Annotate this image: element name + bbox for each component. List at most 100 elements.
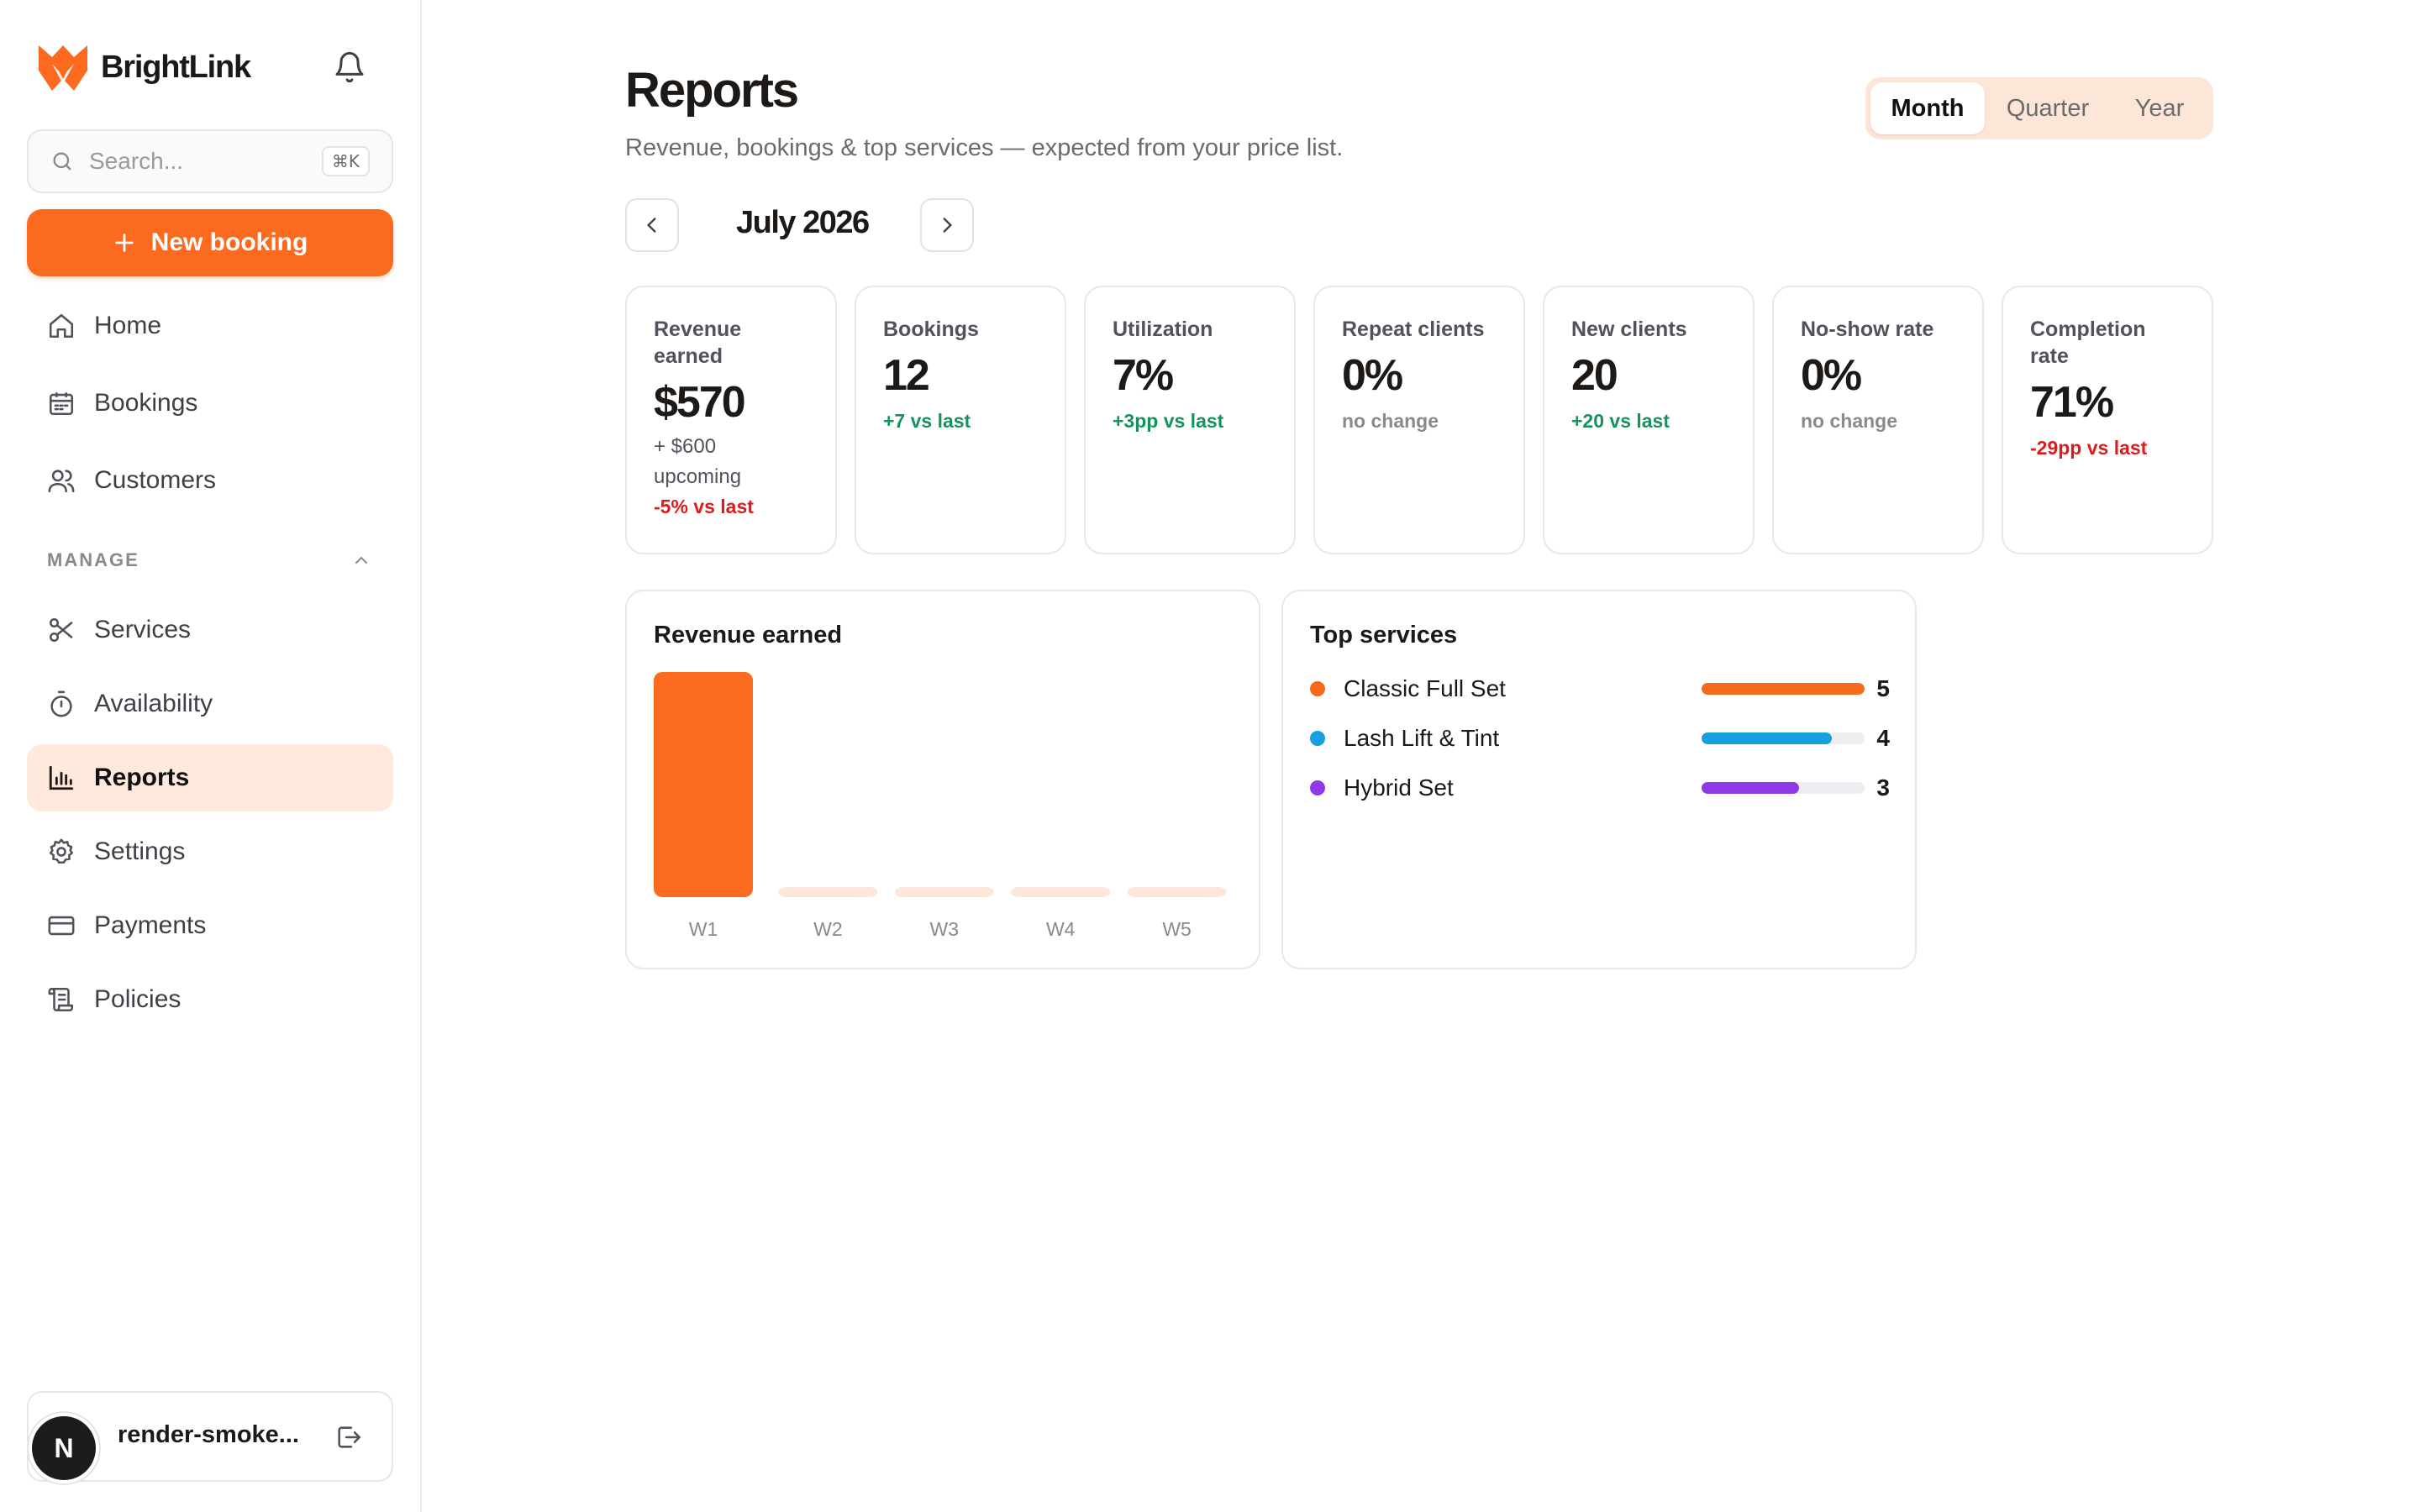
service-name: Classic Full Set bbox=[1344, 675, 1506, 701]
bell-icon bbox=[335, 51, 364, 83]
sidebar-item-label: Services bbox=[94, 616, 192, 643]
sidebar-item-label: Reports bbox=[94, 764, 190, 791]
service-row: Classic Full Set 5 bbox=[1310, 672, 1890, 706]
sidebar-item-settings[interactable]: Settings bbox=[27, 818, 393, 885]
next-month-button[interactable] bbox=[920, 198, 974, 252]
scroll-icon bbox=[48, 987, 74, 1012]
period-month[interactable]: Month bbox=[1870, 82, 1985, 134]
service-color-dot bbox=[1310, 681, 1325, 696]
top-services-panel: Top services Classic Full Set 5 Lash Lif… bbox=[1281, 590, 1917, 969]
revenue-bar-chart: W1 W2 W3 W4 W5 bbox=[654, 672, 1227, 940]
current-month: July 2026 bbox=[736, 205, 870, 240]
period-quarter[interactable]: Quarter bbox=[2006, 94, 2090, 122]
chevron-right-icon bbox=[943, 218, 953, 233]
sidebar-item-payments[interactable]: Payments bbox=[27, 892, 393, 959]
brand-name: BrightLink bbox=[101, 49, 251, 85]
search-shortcut: ⌘K bbox=[321, 146, 370, 176]
kpi-new-clients: New clients 20 +20 vs last bbox=[1543, 286, 1754, 554]
avatar: N bbox=[32, 1416, 96, 1480]
kpi-label: No-show rate bbox=[1801, 318, 1934, 341]
sidebar-item-availability[interactable]: Availability bbox=[27, 670, 393, 738]
kpi-delta: +7 vs last bbox=[883, 410, 971, 432]
kpi-value: 0% bbox=[1342, 351, 1403, 400]
revenue-bar-w5 bbox=[1127, 887, 1227, 897]
sidebar-item-bookings[interactable]: Bookings bbox=[27, 370, 393, 437]
kpi-completion-rate: Completion rate 71% -29pp vs last bbox=[2002, 286, 2213, 554]
chevron-up-icon bbox=[355, 556, 367, 564]
sidebar-item-label: Customers bbox=[94, 466, 217, 494]
new-booking-button[interactable]: New booking bbox=[27, 209, 393, 276]
service-bar-track bbox=[1702, 732, 1865, 744]
kpi-repeat-clients: Repeat clients 0% no change bbox=[1313, 286, 1525, 554]
user-card[interactable]: N render-smoke... bbox=[27, 1391, 393, 1482]
kpi-value: 7% bbox=[1113, 351, 1174, 400]
search-icon bbox=[53, 152, 71, 171]
x-tick-label: W5 bbox=[1162, 918, 1192, 940]
manage-section-toggle[interactable]: MANAGE bbox=[47, 549, 371, 571]
previous-month-button[interactable] bbox=[625, 198, 679, 252]
kpi-delta: +3pp vs last bbox=[1113, 410, 1224, 432]
x-tick-label: W2 bbox=[813, 918, 843, 940]
sidebar-item-services[interactable]: Services bbox=[27, 596, 393, 664]
x-tick-label: W1 bbox=[689, 918, 718, 940]
kpi-delta: +20 vs last bbox=[1571, 410, 1670, 432]
sidebar-item-label: Policies bbox=[94, 985, 182, 1013]
brightlink-logo-icon bbox=[39, 45, 87, 91]
revenue-chart-title: Revenue earned bbox=[654, 622, 843, 648]
service-color-dot bbox=[1310, 731, 1325, 746]
search-input[interactable]: Search... ⌘K bbox=[27, 129, 393, 193]
home-icon bbox=[49, 313, 74, 339]
x-tick-label: W3 bbox=[930, 918, 960, 940]
period-year[interactable]: Year bbox=[2134, 94, 2185, 122]
sidebar-item-label: Bookings bbox=[94, 389, 198, 417]
page-title: Reports bbox=[625, 63, 799, 118]
sidebar-item-customers[interactable]: Customers bbox=[27, 447, 393, 514]
kpi-label: Utilization bbox=[1113, 318, 1213, 341]
top-services-title: Top services bbox=[1310, 622, 1458, 648]
service-count: 5 bbox=[1876, 675, 1890, 701]
kpi-label: Bookings bbox=[883, 318, 979, 341]
new-booking-label: New booking bbox=[150, 228, 308, 256]
sidebar-item-label: Settings bbox=[94, 837, 186, 865]
kpi-value: 12 bbox=[883, 351, 930, 400]
service-bar-track bbox=[1702, 683, 1865, 695]
sidebar-item-home[interactable]: Home bbox=[27, 292, 393, 360]
kpi-label: Revenue earned bbox=[654, 318, 742, 368]
sidebar: BrightLink Search... ⌘K New booking Home… bbox=[0, 0, 422, 1512]
service-bar-track bbox=[1702, 782, 1865, 794]
sidebar-item-reports[interactable]: Reports bbox=[27, 744, 393, 811]
timer-icon bbox=[50, 690, 72, 717]
brand[interactable]: BrightLink bbox=[37, 42, 251, 92]
sidebar-item-label: Home bbox=[94, 312, 162, 339]
service-name: Lash Lift & Tint bbox=[1344, 725, 1500, 751]
service-row: Lash Lift & Tint 4 bbox=[1310, 722, 1890, 755]
revenue-bar-w3 bbox=[894, 887, 994, 897]
kpi-value: 0% bbox=[1801, 351, 1862, 400]
sidebar-item-policies[interactable]: Policies bbox=[27, 966, 393, 1033]
kpi-delta: no change bbox=[1801, 410, 1898, 432]
credit-card-icon bbox=[48, 916, 75, 936]
kpi-value: 71% bbox=[2030, 378, 2114, 427]
kpi-revenue-earned: Revenue earned $570 + $600 upcoming -5% … bbox=[625, 286, 837, 554]
service-row: Hybrid Set 3 bbox=[1310, 771, 1890, 805]
gear-icon bbox=[49, 838, 74, 864]
sidebar-item-label: Payments bbox=[94, 911, 207, 939]
sidebar-item-label: Availability bbox=[94, 690, 213, 717]
page-subtitle: Revenue, bookings & top services — expec… bbox=[625, 134, 1344, 161]
service-bar-fill bbox=[1702, 732, 1833, 744]
kpi-utilization: Utilization 7% +3pp vs last bbox=[1084, 286, 1296, 554]
kpi-delta: -29pp vs last bbox=[2030, 437, 2148, 459]
notifications-button[interactable] bbox=[333, 50, 366, 84]
revenue-bar-w4 bbox=[1011, 887, 1111, 897]
manage-section-label: MANAGE bbox=[47, 549, 139, 570]
revenue-bar-w1 bbox=[654, 672, 753, 897]
kpi-label: Repeat clients bbox=[1342, 318, 1485, 341]
kpi-value: $570 bbox=[654, 378, 746, 427]
scissors-icon bbox=[49, 617, 73, 643]
logout-icon[interactable] bbox=[334, 1423, 363, 1452]
kpi-delta: -5% vs last bbox=[654, 496, 754, 517]
kpi-value: 20 bbox=[1571, 351, 1618, 400]
service-count: 4 bbox=[1876, 725, 1890, 751]
user-name: render-smoke... bbox=[118, 1421, 299, 1448]
revenue-chart-panel: Revenue earned W1 W2 W3 W4 W5 bbox=[625, 590, 1260, 969]
